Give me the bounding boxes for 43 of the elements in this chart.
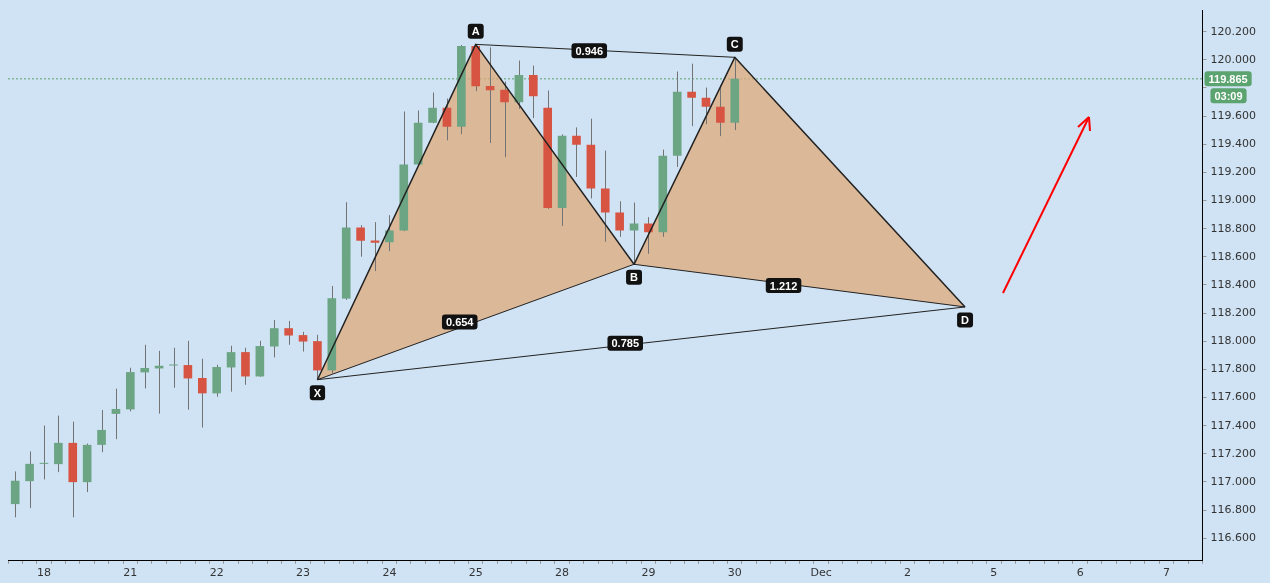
- x-tick-label: Dec: [810, 566, 832, 580]
- y-tick-label: 119.000: [1210, 193, 1257, 207]
- annotation: B: [630, 271, 639, 284]
- text: 03:09: [1214, 89, 1243, 102]
- x-tick-label: 21: [123, 566, 138, 580]
- y-tick-label: 116.800: [1210, 503, 1257, 516]
- y-tick-label: 117.600: [1210, 390, 1257, 404]
- annotation: D: [961, 313, 970, 326]
- x-tick-label: 5: [990, 566, 998, 580]
- annotation: 0.946: [575, 44, 604, 57]
- annotation: A: [471, 25, 480, 38]
- y-tick-label: 119.400: [1210, 137, 1257, 151]
- x-tick-label: 28: [555, 566, 570, 580]
- x-tick-label: 25: [468, 566, 483, 580]
- y-tick-label: 117.200: [1210, 446, 1257, 460]
- y-tick-label: 120.000: [1210, 52, 1257, 66]
- y-tick-label: 120.200: [1210, 24, 1257, 38]
- y-tick-label: 118.400: [1210, 277, 1257, 291]
- x-tick-label: 2: [903, 566, 911, 580]
- y-tick-label: 119.200: [1210, 165, 1257, 179]
- y-tick-label: 116.600: [1210, 531, 1257, 545]
- ref-line-label: 119.865: [1208, 72, 1248, 85]
- y-tick-label: 118.200: [1210, 306, 1257, 319]
- x-tick-label: 23: [296, 566, 311, 580]
- x-tick-label: 7: [1163, 566, 1171, 580]
- x-tick-label: 29: [641, 566, 656, 580]
- y-tick-label: 117.400: [1210, 418, 1257, 432]
- annotation: 1.212: [769, 279, 798, 292]
- annotation: 0.654: [445, 316, 475, 329]
- y-tick-label: 118.600: [1210, 249, 1257, 263]
- x-tick-label: 18: [36, 566, 51, 580]
- y-tick-label: 117.800: [1210, 362, 1257, 376]
- annotation: X: [313, 386, 322, 399]
- x-tick-label: 22: [209, 566, 224, 580]
- annotation: 0.785: [611, 337, 639, 350]
- x-tick-label: 6: [1076, 566, 1084, 580]
- x-tick-label: 24: [382, 566, 397, 580]
- y-tick-label: 118.000: [1210, 334, 1257, 348]
- x-tick-label: 30: [727, 566, 742, 580]
- annotation: C: [730, 38, 739, 51]
- y-tick-label: 118.800: [1210, 221, 1257, 235]
- y-tick-label: 119.600: [1210, 109, 1257, 122]
- y-tick-label: 117.000: [1210, 474, 1257, 488]
